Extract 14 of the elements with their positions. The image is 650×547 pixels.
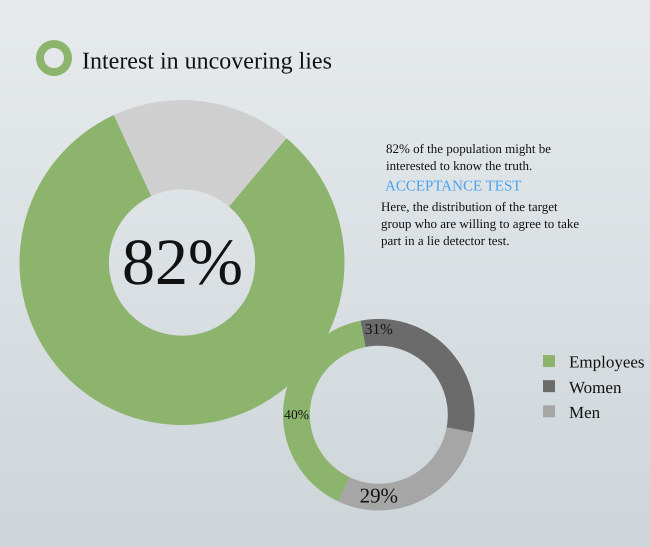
chart-title: ACCEPTANCE TEST (385, 178, 522, 194)
text: 82% of the population might be interested to know the truth. (386, 141, 552, 173)
donut-slice (114, 100, 286, 207)
data-label: 31% (364, 320, 394, 338)
legend-label: Women (569, 378, 622, 397)
data-label: 29% (360, 484, 398, 508)
data-label: 82% (122, 226, 243, 299)
donut-slice (338, 427, 473, 510)
legend-label: Employees (569, 352, 645, 372)
data-label: 40% (284, 407, 309, 422)
donut-slice (360, 319, 474, 432)
chart-subtitle: Here, the distribution of the target group who are willing to agree to take part in a lie detector test. (381, 199, 580, 248)
chart-title: Interest in uncovering lies (82, 48, 332, 74)
legend-label: Men (569, 402, 601, 422)
